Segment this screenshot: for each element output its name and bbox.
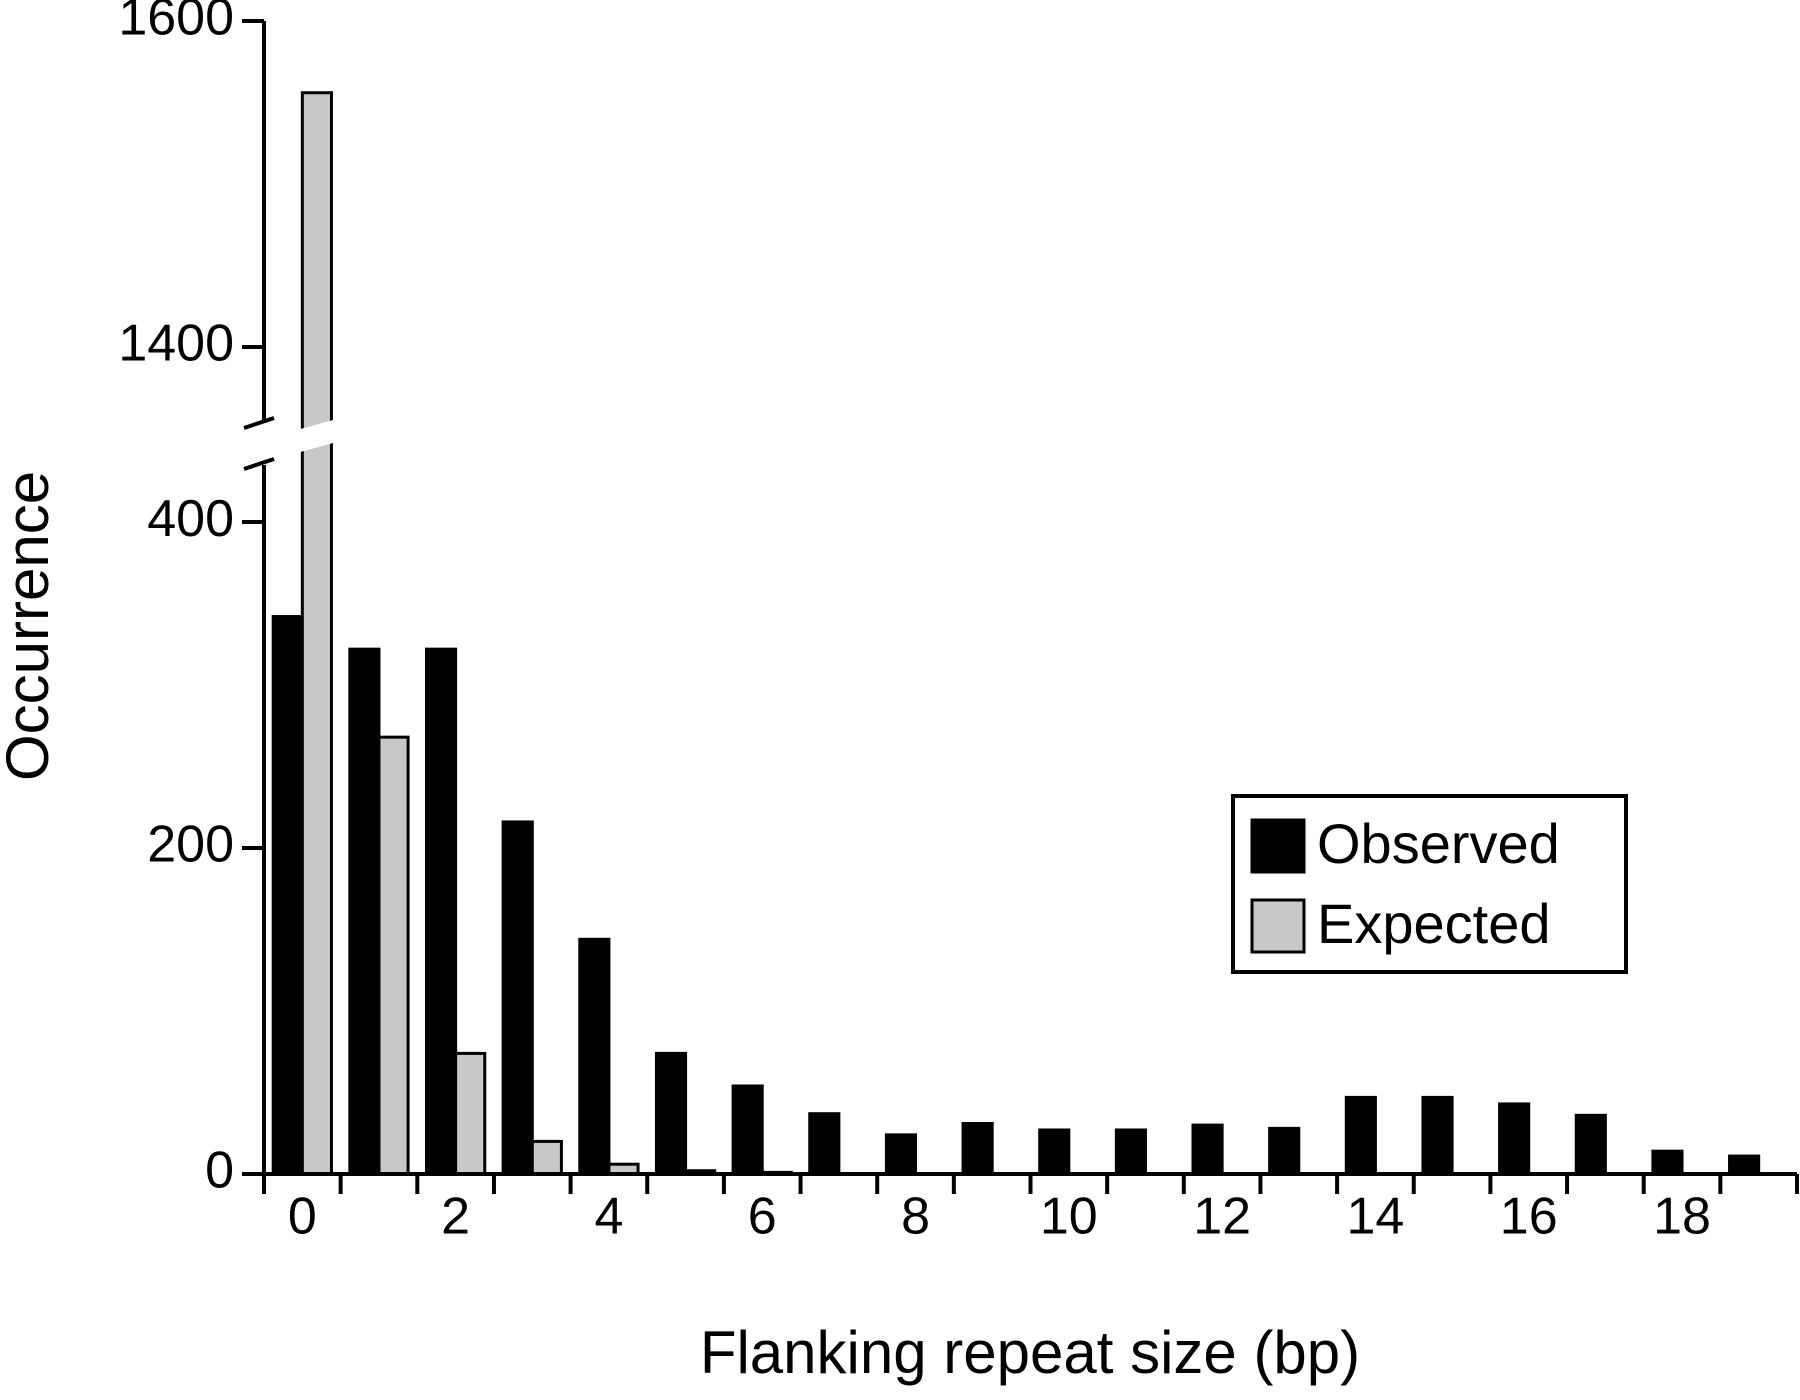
bar — [454, 1051, 487, 1176]
bar — [1574, 1113, 1607, 1176]
x-tick-label: 16 — [1500, 1188, 1558, 1246]
bar — [501, 820, 534, 1176]
bar — [348, 647, 381, 1176]
break-mark — [243, 457, 275, 471]
bar — [530, 1139, 563, 1176]
bar — [961, 1121, 994, 1176]
y-tick-label: 1400 — [118, 315, 234, 373]
bar — [271, 615, 304, 1176]
bar — [1421, 1095, 1454, 1176]
legend-label: Observed — [1317, 812, 1560, 875]
x-tick-label: 10 — [1040, 1188, 1098, 1246]
legend-swatch — [1250, 818, 1306, 874]
bar — [1191, 1123, 1224, 1176]
x-tick-label: 12 — [1193, 1188, 1251, 1246]
bar — [1114, 1128, 1147, 1176]
bar — [808, 1112, 841, 1176]
x-tick-label: 6 — [748, 1188, 777, 1246]
legend-label: Expected — [1317, 892, 1551, 955]
x-tick-label: 2 — [441, 1188, 470, 1246]
y-axis-title: Occurrence — [0, 471, 61, 781]
bar — [1728, 1154, 1761, 1176]
legend-swatch — [1250, 898, 1306, 954]
x-tick-label: 14 — [1347, 1188, 1405, 1246]
bar — [377, 735, 410, 1176]
axis-break — [224, 416, 344, 473]
bar — [1268, 1126, 1301, 1176]
bar — [1344, 1095, 1377, 1176]
bar — [884, 1133, 918, 1176]
bar — [578, 937, 611, 1176]
bar — [1498, 1102, 1531, 1176]
x-tick-label: 4 — [594, 1188, 623, 1246]
bar — [654, 1051, 688, 1176]
bar — [1038, 1128, 1071, 1176]
bar — [300, 91, 333, 1176]
bar — [424, 647, 458, 1176]
x-tick-label: 8 — [901, 1188, 930, 1246]
y-tick-label: 200 — [147, 816, 234, 874]
bar — [1651, 1149, 1684, 1176]
bar — [731, 1084, 764, 1176]
y-tick-label: 1600 — [118, 0, 234, 47]
y-tick-label: 400 — [147, 490, 234, 548]
x-tick-label: 18 — [1653, 1188, 1711, 1246]
y-tick-label: 0 — [205, 1142, 234, 1200]
x-tick-label: 0 — [288, 1188, 317, 1246]
break-mark — [243, 416, 275, 430]
x-axis-title: Flanking repeat size (bp) — [700, 1319, 1360, 1386]
